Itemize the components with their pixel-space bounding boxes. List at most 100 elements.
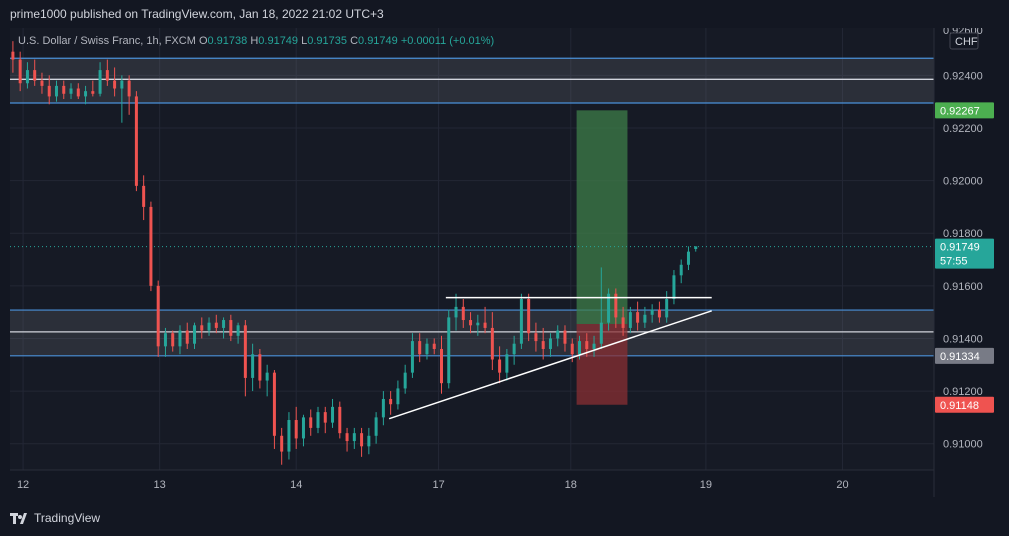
candle-body bbox=[541, 341, 545, 349]
candle-body bbox=[454, 306, 458, 318]
candle-body bbox=[91, 91, 95, 94]
candle-body bbox=[519, 298, 523, 344]
chart-area[interactable]: 0.91000 0.91200 0.91400 0.91600 0.91800 0.920… bbox=[10, 28, 1000, 497]
candle-body bbox=[25, 70, 29, 84]
countdown-label: 57:55 bbox=[940, 256, 968, 268]
candle-body bbox=[636, 312, 640, 323]
candle-body bbox=[243, 325, 247, 378]
candle-body bbox=[316, 412, 320, 428]
y-tick-label: 0.92000 bbox=[943, 176, 983, 188]
price-label: 0.92267 bbox=[940, 105, 980, 117]
candle-body bbox=[505, 354, 509, 373]
price-label: 0.91334 bbox=[940, 351, 980, 363]
candle-body bbox=[214, 322, 218, 328]
low-value: 0.91735 bbox=[307, 35, 347, 47]
zone-fill bbox=[10, 58, 934, 103]
candle-body bbox=[469, 320, 473, 326]
zone-fill bbox=[10, 310, 934, 356]
candle-body bbox=[185, 330, 189, 344]
candle-body bbox=[301, 417, 305, 439]
candle-body bbox=[607, 293, 611, 323]
candle-body bbox=[403, 372, 407, 389]
candle-body bbox=[149, 206, 153, 286]
candle-body bbox=[621, 317, 625, 328]
candle-body bbox=[389, 398, 393, 405]
candle-body bbox=[323, 412, 327, 423]
candle-body bbox=[69, 88, 73, 94]
candle-body bbox=[229, 320, 233, 336]
candle-body bbox=[527, 298, 531, 334]
candle-body bbox=[425, 343, 429, 355]
candle-body bbox=[490, 327, 494, 360]
candle-body bbox=[338, 406, 342, 434]
candle-body bbox=[686, 251, 690, 265]
y-tick-label: 0.92200 bbox=[943, 123, 983, 135]
candle-body bbox=[570, 343, 574, 355]
candle-body bbox=[578, 341, 582, 355]
candle-body bbox=[280, 435, 284, 452]
tradingview-logo-icon bbox=[10, 512, 30, 524]
footer-bar bbox=[0, 500, 1009, 536]
candle-body bbox=[592, 343, 596, 349]
x-tick-label: 20 bbox=[836, 479, 848, 491]
candle-body bbox=[142, 185, 146, 207]
candle-body bbox=[548, 338, 552, 349]
candle-body bbox=[643, 314, 647, 323]
y-tick-label: 0.91200 bbox=[943, 386, 983, 398]
price-chart-svg[interactable]: 0.91000 0.91200 0.91400 0.91600 0.91800 0.920… bbox=[10, 28, 1000, 497]
candle-body bbox=[352, 433, 356, 442]
candle-body bbox=[418, 341, 422, 355]
candle-body bbox=[40, 80, 44, 86]
candle-body bbox=[134, 96, 138, 186]
candle-body bbox=[432, 343, 436, 349]
candle-body bbox=[672, 275, 676, 299]
y-tick-label: 0.91000 bbox=[943, 439, 983, 451]
candle-body bbox=[563, 330, 567, 344]
price-label-bg bbox=[935, 347, 994, 364]
candle-body bbox=[76, 88, 80, 97]
target-zone bbox=[576, 110, 628, 324]
publish-header: prime1000 published on TradingView.com, … bbox=[0, 0, 1009, 28]
candle-body bbox=[47, 85, 51, 97]
candle-body bbox=[396, 388, 400, 405]
candle-body bbox=[294, 420, 298, 439]
symbol-name[interactable]: U.S. Dollar / Swiss Franc, 1h, FXCM bbox=[18, 35, 196, 47]
low-label: L bbox=[301, 35, 308, 47]
candle-body bbox=[614, 293, 618, 318]
candle-body bbox=[331, 406, 335, 423]
candle-body bbox=[447, 317, 451, 384]
candle-body bbox=[512, 343, 516, 355]
candle-body bbox=[599, 322, 603, 344]
candle-body bbox=[265, 372, 269, 381]
candle-body bbox=[309, 417, 313, 428]
candle-body bbox=[222, 320, 226, 328]
candle-body bbox=[628, 312, 632, 328]
close-label: C bbox=[350, 35, 359, 47]
price-label-bg bbox=[935, 102, 994, 119]
plot-background bbox=[10, 28, 934, 470]
candle-body bbox=[461, 306, 465, 321]
y-tick-label: 0.91800 bbox=[943, 228, 983, 240]
high-label: H bbox=[250, 35, 259, 47]
candle-body bbox=[585, 341, 589, 349]
x-tick-label: 19 bbox=[700, 479, 712, 491]
high-value: 0.91749 bbox=[258, 35, 299, 47]
tradingview-logo[interactable]: TradingView bbox=[10, 511, 100, 525]
trendline bbox=[388, 310, 712, 420]
x-tick-label: 13 bbox=[154, 479, 166, 491]
x-tick-label: 18 bbox=[565, 479, 577, 491]
candle-body bbox=[360, 433, 364, 447]
candle-body bbox=[98, 70, 102, 94]
candle-body bbox=[287, 420, 291, 452]
y-tick-label: 0.91600 bbox=[943, 281, 983, 293]
candle-body bbox=[127, 80, 131, 97]
candle-body bbox=[345, 433, 349, 442]
price-label-bg bbox=[935, 396, 994, 413]
price-label: 0.91148 bbox=[940, 400, 979, 412]
x-tick-label: 14 bbox=[290, 479, 302, 491]
price-label-bg bbox=[935, 238, 994, 269]
candle-body bbox=[207, 322, 211, 331]
candle-body bbox=[439, 348, 443, 384]
candle-body bbox=[163, 333, 167, 347]
symbol-legend: U.S. Dollar / Swiss Franc, 1h, FXCM O0.9… bbox=[18, 35, 494, 47]
